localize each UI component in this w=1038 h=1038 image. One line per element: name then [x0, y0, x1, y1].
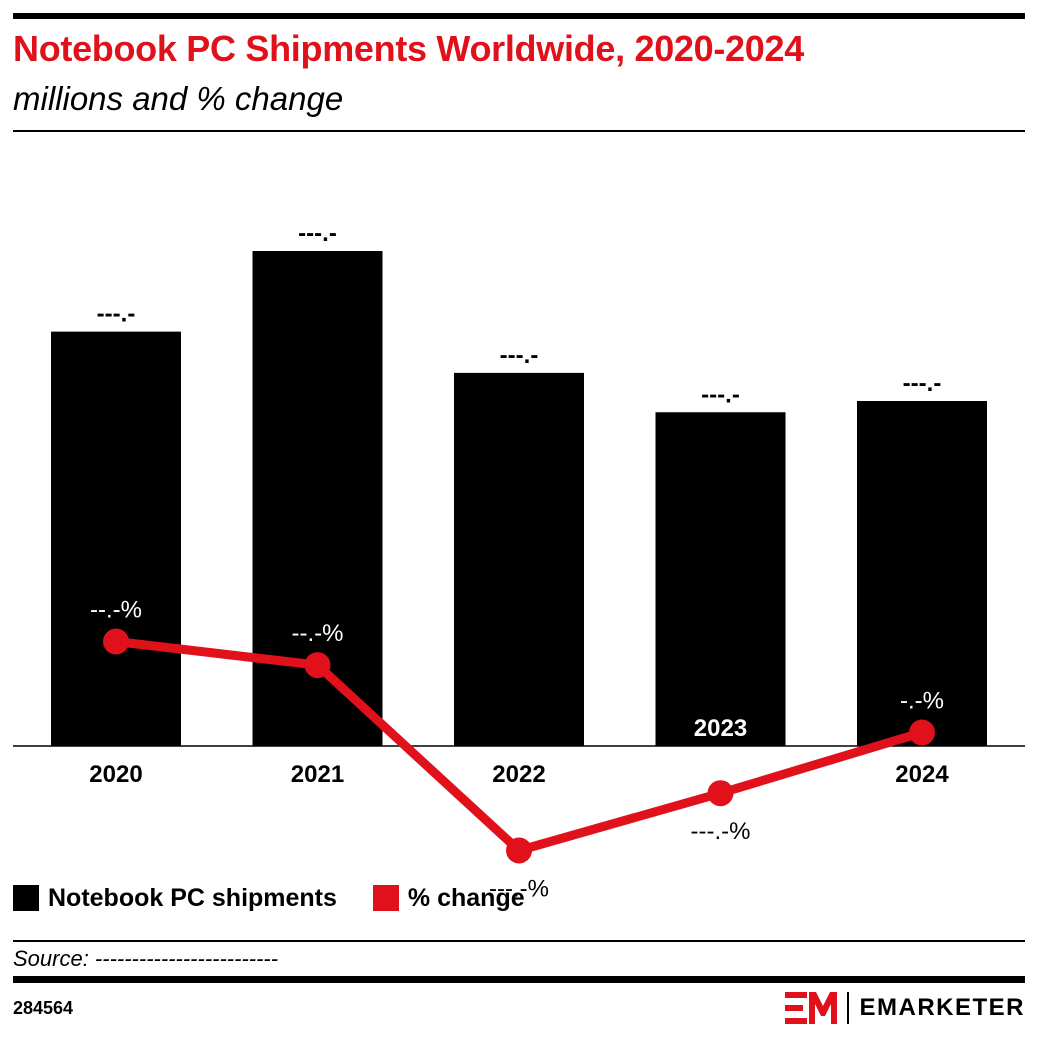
brand-divider: [847, 992, 850, 1024]
legend-item-shipments: Notebook PC shipments: [13, 884, 337, 913]
x-tick-label-2020: 2020: [89, 761, 142, 788]
brand-name: EMARKETER: [859, 994, 1025, 1021]
change-point-2021: [304, 652, 331, 679]
bar-2023: [655, 412, 786, 746]
bar-2024: [857, 401, 987, 746]
x-tick-label-2023: 2023: [694, 715, 747, 742]
chart-subtitle: millions and % change: [13, 80, 344, 117]
x-tick-label-2024: 2024: [895, 761, 949, 788]
x-tick-label-2022: 2022: [492, 761, 545, 788]
x-tick-label-2021: 2021: [291, 761, 344, 788]
em-logo-icon: [785, 992, 838, 1024]
source-text: Source: -------------------------: [13, 946, 279, 971]
top-rule: [13, 13, 1025, 19]
legend-swatch-line: [372, 885, 399, 911]
change-point-2024: [909, 719, 935, 746]
change-label-2024: -.-%: [900, 688, 944, 715]
bar-2022: [454, 372, 584, 746]
change-label-2020: --.-%: [90, 597, 142, 624]
bar-2020: [51, 331, 181, 746]
bottom-rule: [13, 976, 1025, 983]
legend-item-change: % change: [372, 883, 525, 913]
change-point-2023: [707, 780, 734, 807]
change-point-2022: [506, 837, 532, 864]
brand-logo: EMARKETER: [785, 992, 1025, 1024]
legend-label-change: % change: [407, 883, 525, 912]
bar-value-label-2020: ---.-: [97, 301, 136, 328]
chart-title: Notebook PC Shipments Worldwide, 2020-20…: [13, 28, 804, 69]
chart-id: 284564: [13, 998, 74, 1018]
bar-value-label-2021: ---.-: [298, 220, 337, 247]
change-label-2022: ---.-%: [489, 875, 549, 902]
legend-label-shipments: Notebook PC shipments: [48, 883, 337, 912]
legend-swatch-bar: [13, 885, 39, 911]
source-rule: [13, 940, 1025, 942]
legend: Notebook PC shipments % change: [13, 880, 561, 916]
bar-value-label-2023: ---.-: [701, 381, 740, 408]
title-rule: [13, 130, 1025, 132]
bar-value-label-2022: ---.-: [500, 342, 539, 369]
change-label-2021: --.-%: [292, 620, 344, 647]
change-label-2023: ---.-%: [691, 818, 751, 845]
bar-value-label-2024: ---.-: [903, 370, 942, 397]
change-point-2020: [103, 628, 129, 655]
